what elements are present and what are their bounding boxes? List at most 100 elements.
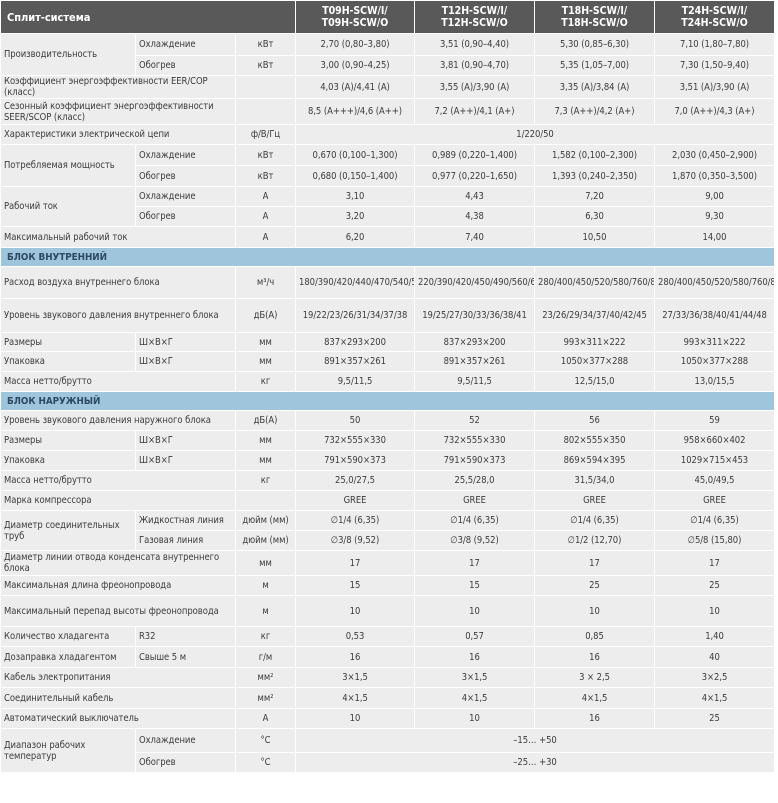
value-cell: 802×555×350 [534,430,655,451]
value-cell: GREE [295,490,415,511]
row-indoor-dims: Размеры Ш×В×Г мм 837×293×200 837×293×200 993×… [0,332,775,352]
param-label: Масса нетто/брутто [0,371,236,392]
param-label: Размеры [0,332,136,352]
value-cell: 993×311×222 [534,332,655,352]
value-cell: ∅1/4 (6,35) [534,510,655,531]
value-cell: 0,670 (0,100–1,300) [295,144,415,166]
param-label: Диаметр линии отвода конденсата внутренн… [0,550,236,576]
model-t09-outdoor: T09H-SCW/O [321,17,389,29]
value-cell: 3,10 [295,186,415,207]
value-cell: 7,2 (A++)/4,1 (A+) [414,98,535,125]
value-cell: 220/390/420/450/490/560/620/680 [414,266,535,299]
value-cell: 1,582 (0,100–2,300) [534,144,655,166]
unit-cell: м [235,575,296,596]
value-cell: 9,5/11,5 [414,371,535,392]
unit-cell: А [235,708,296,729]
value-cell: GREE [654,490,775,511]
row-pipe-liquid: Диаметр соединительных труб Жидкостная ли… [0,510,775,551]
value-cell: 891×357×261 [414,351,535,372]
param-label: Кабель электропитания [0,667,236,688]
model-t24-outdoor: T24H-SCW/O [681,17,748,29]
value-cell: 0,53 [295,626,415,647]
row-pipe-gas: Газовая линия дюйм (мм) ∅3/8 (9,52) ∅3/8 (9… [1,530,775,551]
value-cell: 3×1,5 [295,667,415,688]
param-label: Характеристики электрической цепи [0,124,236,145]
unit-cell: мм [235,450,296,471]
unit-cell: мм [235,351,296,372]
unit-cell [235,98,296,125]
param-sublabel: Ш×В×Г [135,351,236,372]
param-sublabel: Охлаждение [135,33,236,56]
value-cell: 4,43 [414,186,535,207]
value-cell: 25 [534,575,655,596]
value-cell: 10 [414,708,535,729]
param-sublabel: R32 [135,626,236,647]
model-t12-outdoor: T12H-SCW/O [441,17,508,29]
value-cell: 1050×377×288 [654,351,775,372]
param-label: Диаметр соединительных труб [0,510,136,551]
value-cell: 52 [414,410,535,431]
row-power-cable: Кабель электропитания мм² 3×1,5 3×1,5 3 × 2,… [0,667,775,688]
value-cell: 280/400/450/520/580/760/850/1000 [654,266,775,299]
value-cell: 869×594×395 [534,450,655,471]
row-connect-cable: Соединительный кабель мм² 4×1,5 4×1,5 4×1,5 4… [0,687,775,709]
unit-cell: мм² [235,667,296,688]
value-cell: 12,5/15,0 [534,371,655,392]
row-compressor: Марка компрессора GREE GREE GREE GREE [0,490,775,511]
unit-cell: дБ(А) [235,298,296,333]
value-cell: 9,00 [654,186,775,207]
value-cell: 3,00 (0,90–4,25) [295,55,415,76]
value-cell: 837×293×200 [295,332,415,352]
param-label: Размеры [0,430,136,451]
value-cell: 45,0/49,5 [654,470,775,491]
value-cell: ∅1/4 (6,35) [295,510,415,531]
model-t09-indoor: T09H-SCW/I/ [322,4,388,17]
value-cell: 56 [534,410,655,431]
row-indoor-pack: Упаковка Ш×В×Г мм 891×357×261 891×357×261 105… [0,351,775,372]
value-cell: 9,30 [654,206,775,227]
spec-table: Сплит-система T09H-SCW/I/T09H-SCW/O T12H… [0,0,775,773]
value-cell: 25,5/28,0 [414,470,535,491]
value-cell: 25 [654,575,775,596]
param-label: Сезонный коэффициент энергоэффективности… [0,98,236,125]
value-cell: 16 [414,646,535,668]
value-cell: 993×311×222 [654,332,775,352]
param-label: Расход воздуха внутреннего блока [0,266,236,299]
value-cell: 1,40 [654,626,775,647]
value-cell: ∅3/8 (9,52) [414,530,535,551]
unit-cell: кВт [235,165,296,187]
row-outdoor-noise: Уровень звукового давления наружного бло… [0,410,775,431]
param-label: Потребляемая мощность [0,144,136,187]
param-label: Упаковка [0,351,136,372]
param-sublabel: Обогрев [135,55,236,76]
param-label: Максимальная длина фреонопровода [0,575,236,596]
value-cell: 0,989 (0,220–1,400) [414,144,535,166]
value-cell: 4×1,5 [534,687,655,709]
row-refrigerant: Количество хладагента R32 кг 0,53 0,57 0,85 1,… [0,626,775,647]
param-label: Автоматический выключатель [0,708,236,729]
row-power-heating: Обогрев кВт 0,680 (0,150–1,400) 0,977 (0,22… [1,165,775,187]
value-cell: 4,38 [414,206,535,227]
param-label: Производительность [0,33,136,76]
unit-cell: А [235,186,296,207]
value-cell: 15 [414,575,535,596]
value-cell: 40 [654,646,775,668]
value-cell: 7,10 (1,80–7,80) [654,33,775,56]
value-cell: 3,20 [295,206,415,227]
section-section-outdoor: Блок наружный [0,391,775,411]
unit-cell: °С [235,728,296,753]
value-cell: 16 [295,646,415,668]
param-sublabel: Жидкостная линия [135,510,236,531]
value-cell: 6,20 [295,226,415,248]
value-cell: 7,3 (A++)/4,2 (A+) [534,98,655,125]
row-seer-scop: Сезонный коэффициент энергоэффективности… [0,98,775,125]
model-t24-header: T24H-SCW/I/T24H-SCW/O [654,0,775,34]
value-cell: 2,70 (0,80–3,80) [295,33,415,56]
row-drain: Диаметр линии отвода конденсата внутренн… [0,550,775,576]
unit-cell: г/м [235,646,296,668]
model-t18-header: T18H-SCW/I/T18H-SCW/O [534,0,655,34]
row-power-cooling: Потребляемая мощность Охлаждение кВт 0,670 … [0,144,775,187]
unit-cell: дюйм (мм) [235,510,296,531]
value-cell: 732×555×330 [295,430,415,451]
row-max-current: Максимальный рабочий ток А 6,20 7,40 10,50 14… [0,226,775,248]
